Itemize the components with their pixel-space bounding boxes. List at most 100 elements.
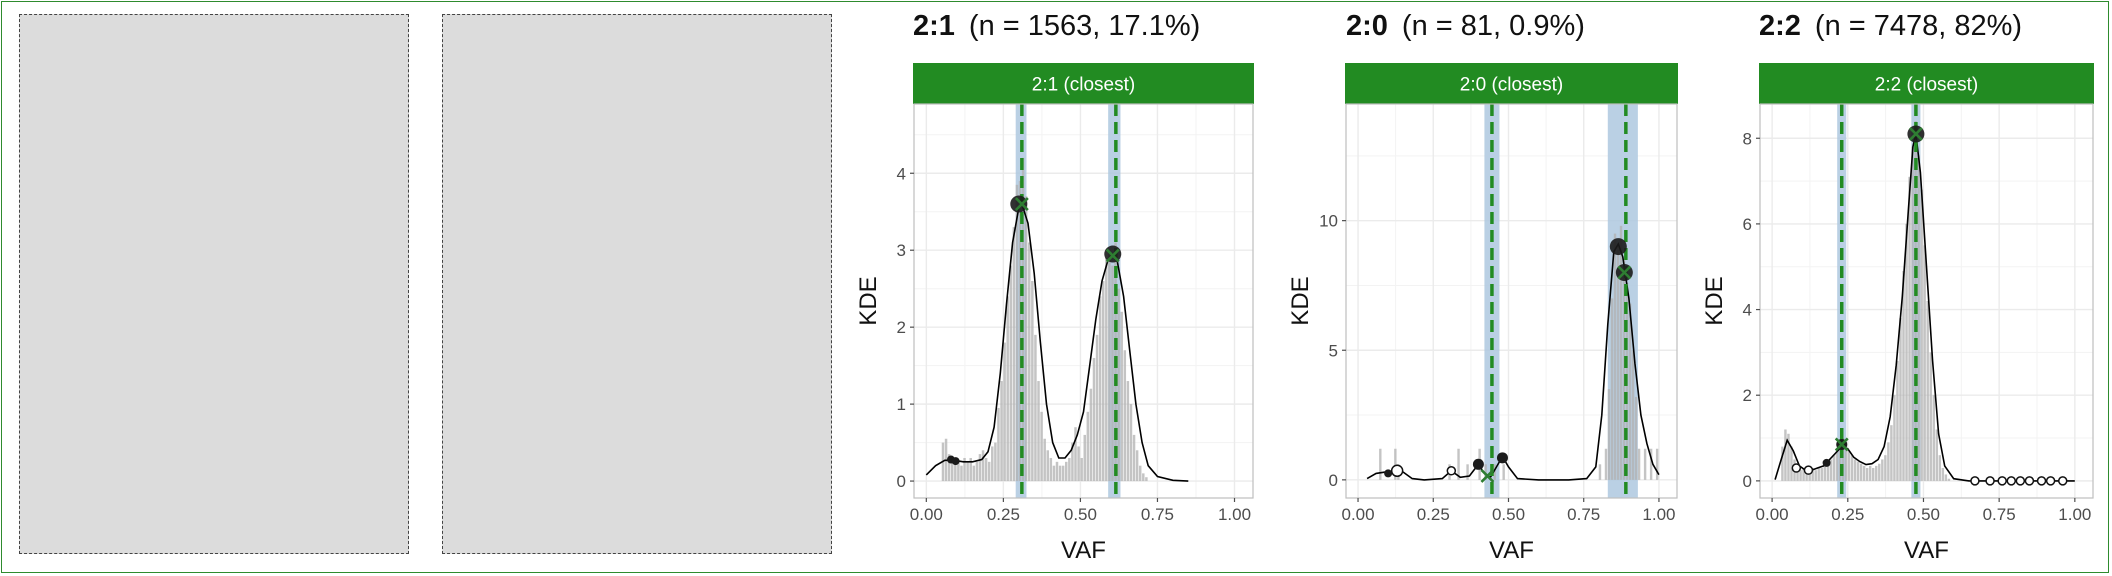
histogram-bar (1832, 455, 1836, 481)
histogram-bar (1457, 448, 1460, 480)
panel-subtitle: (n = 1563, 17.1%) (969, 10, 1200, 42)
histogram-bar (1829, 459, 1833, 481)
x-tick-label: 0.00 (1756, 505, 1789, 524)
histogram-bar (969, 457, 972, 482)
histogram-bar (1142, 473, 1145, 482)
histogram-bar (1856, 461, 1860, 481)
histogram-bar (991, 446, 994, 482)
x-tick-label: 1.00 (1218, 505, 1251, 524)
histogram-bar (1083, 434, 1086, 482)
x-tick-label: 0.75 (1141, 505, 1174, 524)
histogram-bar (1607, 389, 1611, 480)
histogram-bar (1926, 301, 1929, 481)
y-tick-label: 0 (1329, 471, 1338, 490)
x-axis-title: VAF (1061, 537, 1106, 564)
facet-strip (1759, 63, 2094, 104)
density-point-filled (1384, 469, 1393, 478)
density-point-open (1970, 476, 1980, 486)
histogram-bar (1811, 468, 1814, 481)
histogram-bar (1003, 342, 1006, 482)
histogram-bar (994, 442, 997, 482)
histogram-bar (957, 461, 960, 482)
histogram-bar (1037, 381, 1040, 482)
x-axis-title: VAF (1904, 537, 1949, 564)
peak-cross-marker (1908, 127, 1923, 141)
histogram-bar (1808, 472, 1811, 481)
histogram-bar (1068, 457, 1071, 482)
histogram-bar (1796, 468, 1799, 481)
histogram-bar (1847, 450, 1851, 481)
histogram-bar (1802, 468, 1805, 481)
histogram-bar (1493, 464, 1496, 480)
density-point-filled (1010, 195, 1028, 213)
histogram-bar (1101, 280, 1105, 482)
histogram-bar (1820, 468, 1823, 481)
histogram-bar (1604, 448, 1608, 480)
histogram-bar (966, 461, 969, 482)
histogram-bar (1878, 463, 1881, 481)
facet-strip (913, 63, 1254, 104)
density-point-filled (1822, 458, 1831, 467)
histogram-bar (1838, 446, 1842, 481)
histogram-bar (1911, 146, 1914, 481)
facet-strip-label: 2:2 (closest) (1875, 75, 1978, 96)
histogram-bar (1914, 121, 1917, 481)
facet-strip-label: 2:0 (closest) (1460, 75, 1563, 96)
x-axis-title: VAF (1489, 537, 1534, 564)
facet-strip-label: 2:1 (closest) (1032, 75, 1135, 96)
histogram-bar (1379, 448, 1382, 480)
histogram-bar (1787, 433, 1790, 481)
histogram-bar (1622, 259, 1626, 480)
histogram-bar (1123, 350, 1127, 482)
chart-panel-2-1: 2:1 (n = 1563, 17.1%) 2:1 (closest) 0.00 0.2… (855, 10, 1254, 564)
histogram-bar (1655, 448, 1659, 480)
empty-panel-placeholder-1 (19, 14, 409, 554)
y-tick-label: 0 (897, 472, 906, 491)
density-curve (925, 202, 1189, 482)
histogram-bar (1111, 265, 1114, 482)
histogram-bar (1616, 246, 1620, 480)
histogram-bar (1929, 352, 1932, 481)
histogram-bar (1917, 155, 1920, 481)
peak-cross-marker (1014, 197, 1029, 211)
histogram-bar (1015, 184, 1019, 482)
panel-title-karyotype: 2:2 (1759, 10, 1801, 42)
histogram-bar (1628, 303, 1632, 480)
panel-subtitle: (n = 81, 0.9%) (1402, 10, 1585, 42)
histogram-bar (1129, 404, 1133, 482)
histogram-bar (1805, 470, 1808, 481)
histogram-bar (975, 461, 979, 482)
histogram-bar (1006, 296, 1009, 482)
facet-strip (1345, 63, 1678, 104)
histogram-bar (972, 465, 976, 482)
histogram-bar (1859, 463, 1863, 481)
histogram-bar (954, 459, 957, 482)
x-tick-label: 1.00 (1642, 505, 1675, 524)
histogram-bar (1649, 448, 1653, 480)
x-tick-label: 1.00 (2058, 505, 2091, 524)
histogram-bar (1610, 298, 1614, 480)
x-tick-label: 0.25 (987, 505, 1020, 524)
histogram-bar (1466, 464, 1469, 480)
histogram-bar (1028, 242, 1031, 482)
x-tick-label: 0.50 (1064, 505, 1097, 524)
peak-cross-marker (1834, 437, 1849, 452)
plot-area (914, 104, 1253, 498)
histogram-bar (960, 465, 963, 482)
y-axis-title: KDE (1701, 276, 1728, 325)
panel-title-karyotype: 2:0 (1346, 10, 1388, 42)
y-axis-title: KDE (855, 276, 882, 325)
histogram-bar (1120, 311, 1123, 482)
density-point-open (1997, 476, 2007, 486)
panel-border (1345, 103, 1678, 499)
density-point-open (1803, 465, 1814, 475)
histogram-bar (1012, 227, 1016, 482)
density-point-open (1446, 466, 1457, 476)
plot-area (1346, 104, 1677, 498)
peak-cross-marker (1617, 265, 1632, 280)
histogram-bar (1781, 446, 1784, 481)
histogram-bar (1896, 360, 1899, 481)
histogram-bar (1018, 180, 1022, 482)
panel-subtitle: (n = 7478, 82%) (1815, 10, 2022, 42)
